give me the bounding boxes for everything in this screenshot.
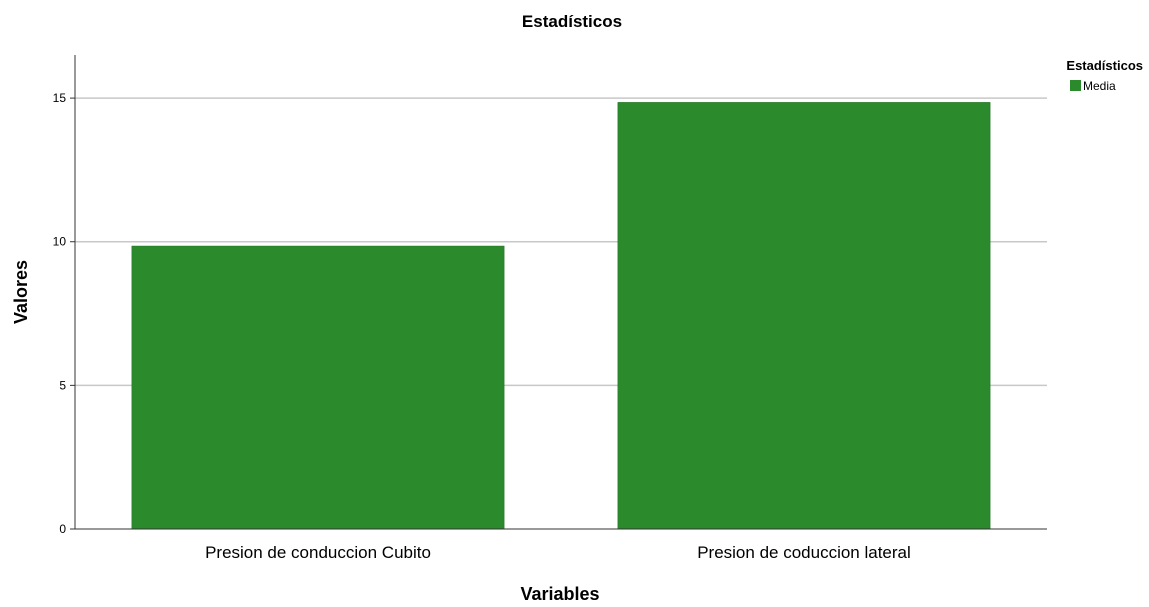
legend-label-media: Media [1083,79,1116,93]
y-tick-label: 10 [53,235,67,249]
legend-title: Estadísticos [1066,58,1143,73]
bars [131,102,991,530]
bar [617,102,991,530]
y-tick-label: 0 [59,522,66,536]
chart-title: Estadísticos [522,12,622,31]
legend: Estadísticos Media [1066,58,1143,93]
x-axis-title: Variables [520,584,599,604]
x-category-label: Presion de conduccion Cubito [205,543,431,562]
x-category-label: Presion de coduccion lateral [697,543,911,562]
y-axis-title: Valores [11,260,31,324]
y-tick-label: 5 [59,378,66,392]
y-tick-label: 15 [53,91,67,105]
y-tick-labels: 0 5 10 15 [53,91,67,536]
axes [74,55,1047,530]
legend-swatch-media [1070,80,1081,91]
bar [131,245,505,530]
x-category-labels: Presion de conduccion Cubito Presion de c… [205,543,911,562]
